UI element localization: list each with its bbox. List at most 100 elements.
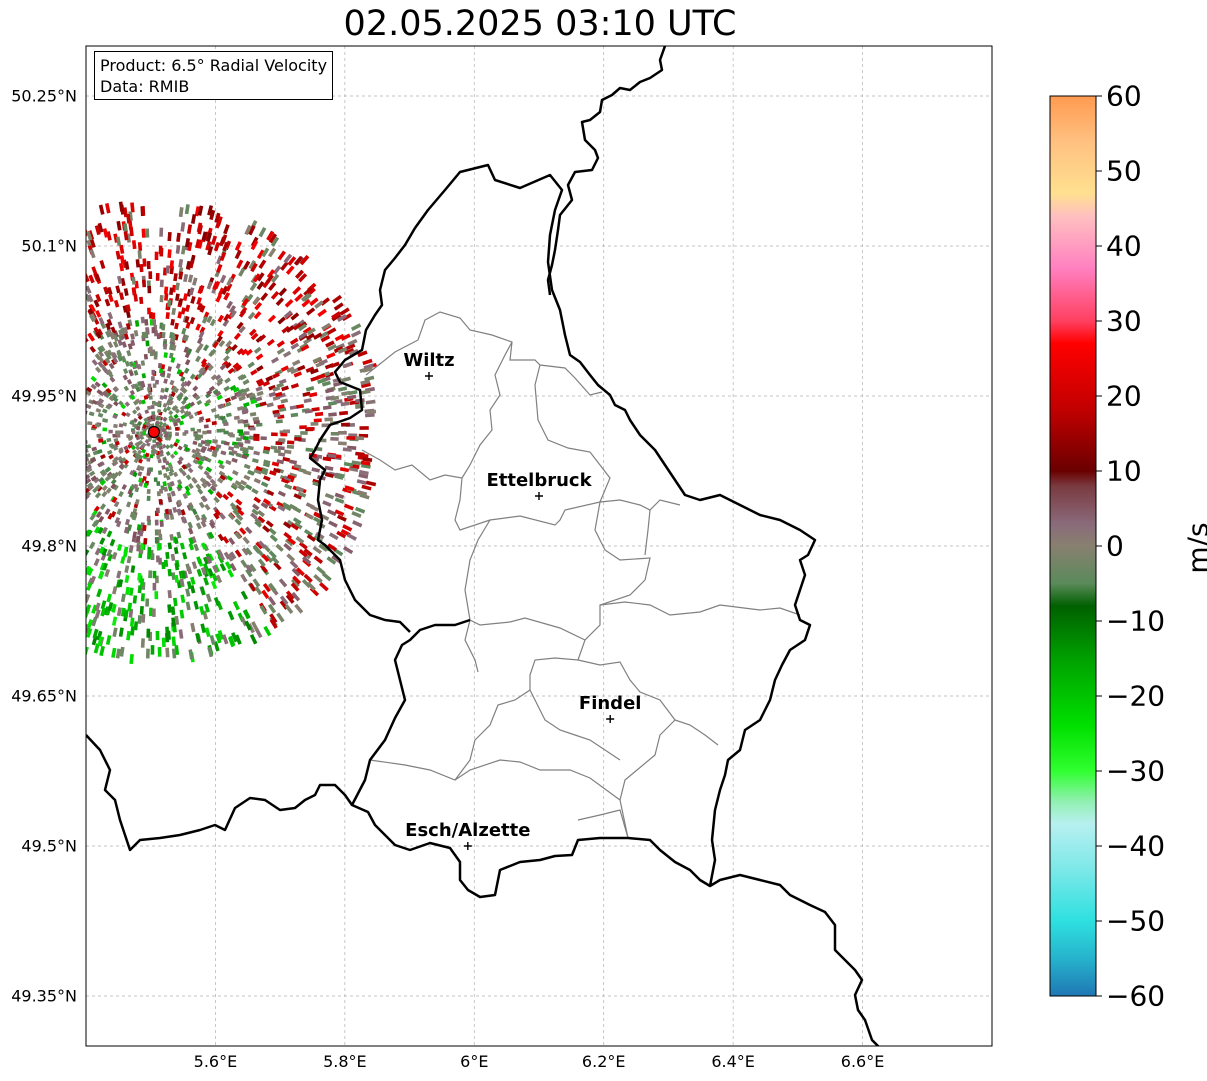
echo-gate [53,505,60,512]
echo-gate [0,375,5,381]
echo-gate [109,538,116,547]
echo-gate [167,231,172,242]
echo-gate [283,253,293,264]
echo-gate [39,569,47,578]
echo-gate [207,205,214,216]
echo-gate [94,273,101,283]
echo-gate [281,385,289,392]
echo-gate [98,461,105,467]
echo-gate [331,294,343,304]
echo-gate [273,561,282,571]
echo-gate [250,240,259,251]
echo-gate [151,376,155,381]
echo-gate [20,441,27,445]
echo-gate [106,286,113,295]
echo-gate [313,574,323,584]
echo-gate [165,425,170,430]
echo-gate [0,290,2,299]
echo-gate [176,368,182,375]
echo-gate [30,343,38,350]
canton-boundary [577,659,676,839]
echo-gate [129,653,134,665]
echo-gate [359,493,370,500]
echo-gate [67,260,74,269]
echo-gate [294,293,304,302]
echo-gate [237,484,245,491]
echo-gate [282,502,291,509]
echo-gate [155,379,159,385]
echo-gate [147,437,153,442]
echo-gate [53,408,60,413]
echo-gate [254,520,262,528]
echo-gate [322,405,332,410]
echo-gate [107,403,113,409]
echo-gate [20,457,28,462]
echo-gate [55,361,62,368]
echo-gate [300,254,310,265]
echo-gate [118,201,124,212]
echo-gate [362,366,373,373]
echo-gate [86,582,93,591]
echo-gate [330,395,340,401]
luxembourg-border [413,163,880,1046]
echo-gate [86,390,92,396]
echo-gate [66,461,73,466]
echo-gate [146,405,152,411]
echo-gate [169,287,174,296]
echo-gate [16,558,25,567]
echo-gate [118,448,124,455]
echo-gate [326,556,337,565]
echo-gate [30,452,37,457]
echo-gate [61,418,67,422]
echo-gate [88,274,95,284]
echo-gate [57,277,64,286]
echo-gate [115,520,122,528]
echo-gate [340,333,351,341]
echo-gate [341,422,350,427]
echo-gate [154,537,159,544]
echo-gate [173,547,179,555]
country-borders [86,46,880,1046]
echo-gate [0,508,1,515]
echo-gate [139,465,145,472]
echo-gate [284,538,294,547]
echo-gate [5,487,13,493]
echo-gate [291,567,301,577]
echo-gate [154,519,159,526]
echo-gate [67,451,73,456]
echo-gate [273,448,281,454]
echo-gate [37,625,45,635]
echo-gate [222,319,230,327]
echo-gate [58,415,64,419]
echo-gate [195,323,202,331]
echo-gate [125,322,131,330]
echo-gate [313,418,322,423]
echo-gate [220,450,227,456]
echo-gate [233,332,241,341]
echo-gate [287,474,296,481]
echo-gate [157,543,162,550]
echo-gate [166,436,172,441]
echo-gate [48,588,56,597]
echo-gate [275,419,283,424]
echo-gate [224,561,232,570]
echo-gate [363,363,374,370]
echo-gate [41,591,49,600]
echo-gate [57,376,64,382]
echo-gate [86,593,91,604]
echo-gate [117,321,123,329]
echo-gate [32,614,40,624]
echo-gate [192,385,199,392]
echo-gate [272,386,281,392]
echo-gate [167,604,172,613]
echo-gate [231,482,239,489]
echo-gate [143,537,148,545]
echo-gate [147,383,152,389]
echo-gate [158,498,163,505]
echo-gate [351,511,362,518]
echo-gate [0,404,7,409]
echo-gate [73,436,79,440]
echo-gate [322,500,332,507]
echo-gate [117,455,123,462]
echo-gate [346,533,357,541]
